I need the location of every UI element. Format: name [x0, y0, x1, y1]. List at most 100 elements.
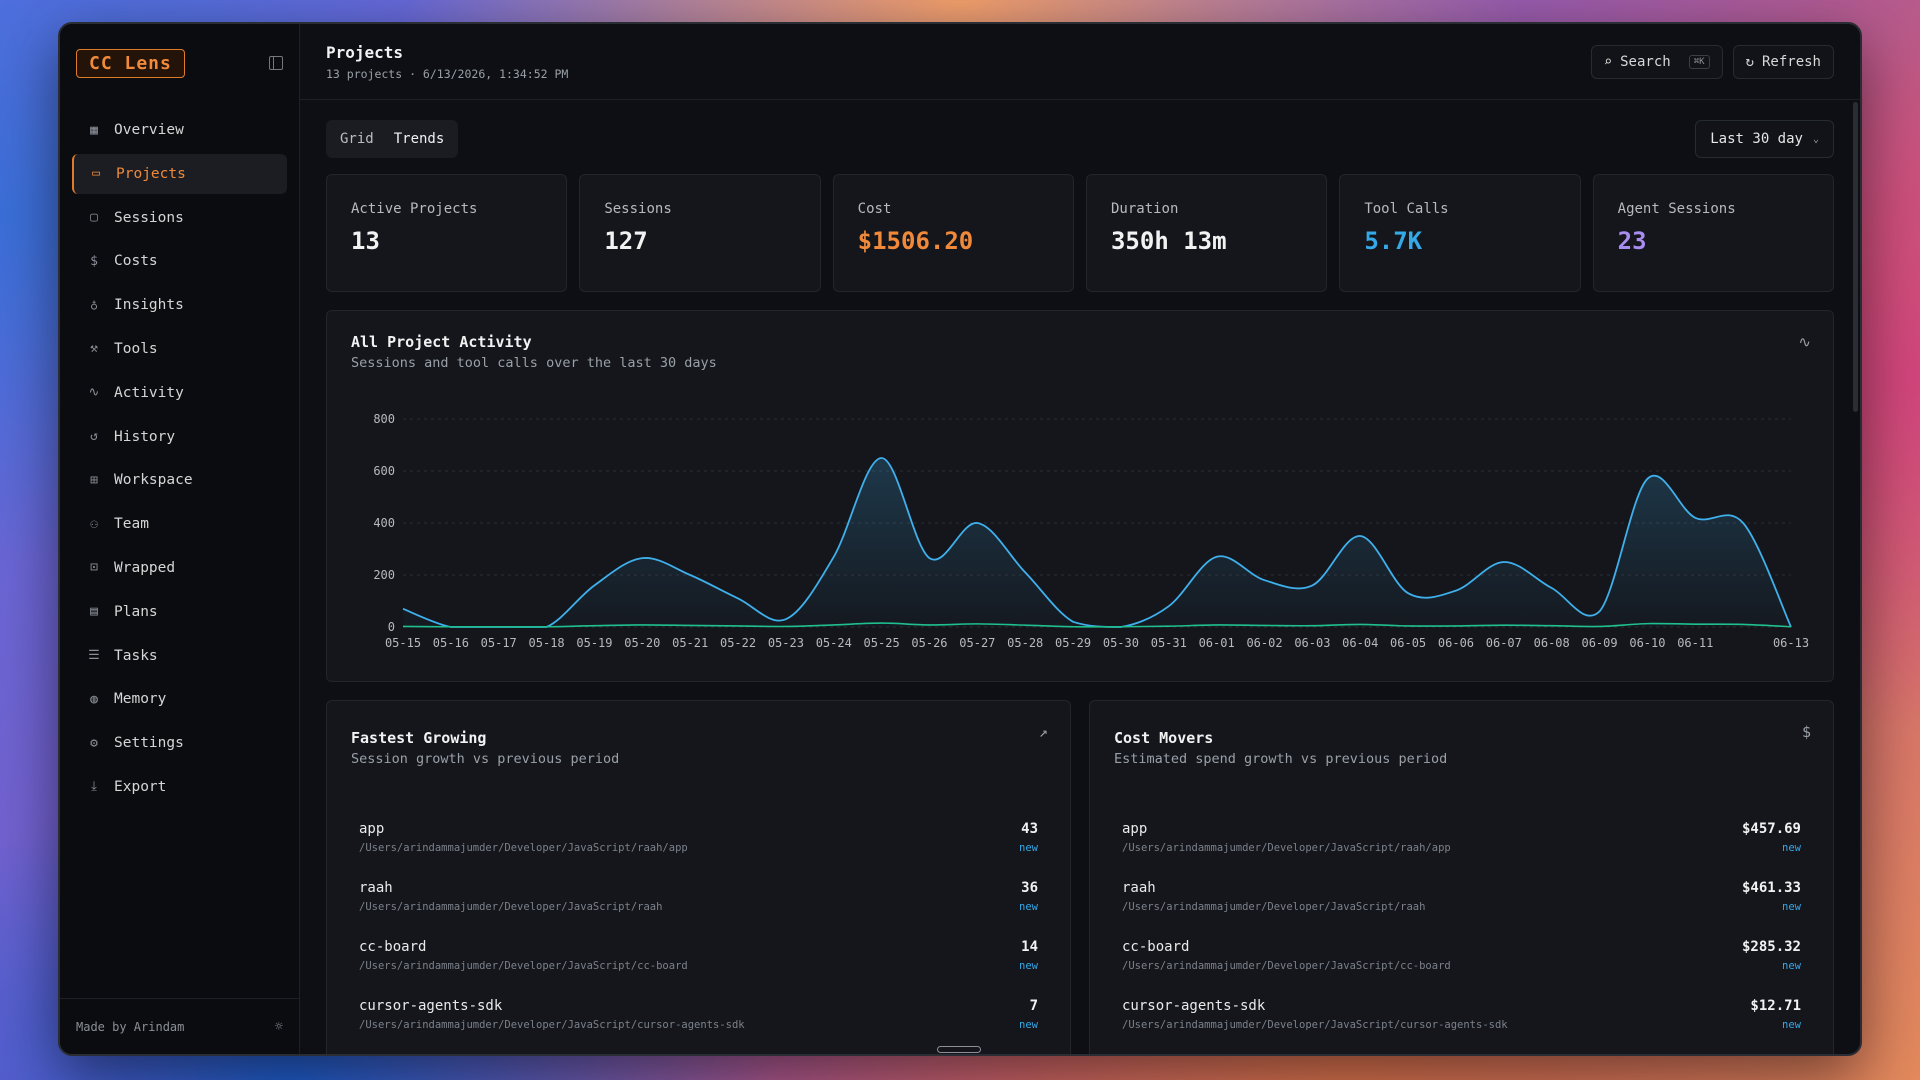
new-badge: new — [1782, 1019, 1801, 1031]
stat-card: Active Projects 13 — [326, 174, 568, 292]
x-tick-label: 06-10 — [1629, 636, 1665, 650]
content: Grid Trends Last 30 day ⌄ Active Project… — [300, 100, 1860, 1054]
sidebar-item-settings[interactable]: ⚙ Settings — [72, 723, 287, 763]
gift-icon: ⊡ — [90, 560, 98, 576]
app-logo[interactable]: CC Lens — [76, 48, 185, 78]
project-path: /Users/arindammajumder/Developer/JavaScr… — [359, 1019, 745, 1031]
wrench-icon: ⚒ — [90, 341, 98, 357]
tab-grid[interactable]: Grid — [340, 131, 374, 147]
activity-panel: All Project Activity Sessions and tool c… — [326, 310, 1834, 682]
range-select[interactable]: Last 30 day ⌄ — [1695, 120, 1834, 158]
sidebar-item-label: Sessions — [114, 209, 184, 226]
list-item[interactable]: raah/Users/arindammajumder/Developer/Jav… — [351, 880, 1046, 939]
x-tick-label: 05-29 — [1055, 636, 1091, 650]
stat-value: 13 — [351, 227, 380, 255]
project-name: cc-board — [1122, 939, 1190, 955]
search-button[interactable]: ⌕ Search ⌘K — [1590, 44, 1723, 79]
sidebar-item-projects[interactable]: ▭ Projects — [72, 153, 287, 194]
refresh-button[interactable]: ↻ Refresh — [1732, 44, 1834, 79]
sidebar-item-label: Activity — [114, 384, 184, 401]
sidebar-item-label: History — [114, 428, 176, 445]
chat-icon: ▢ — [90, 210, 98, 226]
list-item[interactable]: cursor-agents-sdk/Users/arindammajumder/… — [1114, 998, 1809, 1054]
x-tick-label: 05-26 — [911, 636, 947, 650]
project-name: raah — [1122, 880, 1156, 896]
stat-value: 5.7K — [1364, 227, 1423, 255]
x-tick-label: 05-31 — [1151, 636, 1187, 650]
x-tick-label: 06-05 — [1390, 636, 1426, 650]
x-tick-label: 05-19 — [576, 636, 612, 650]
sidebar-item-tools[interactable]: ⚒ Tools — [72, 329, 287, 369]
sidebar-item-costs[interactable]: $ Costs — [72, 241, 287, 281]
list-item[interactable]: app/Users/arindammajumder/Developer/Java… — [1114, 821, 1809, 880]
top-actions: ⌕ Search ⌘K ↻ Refresh — [1590, 44, 1834, 79]
sidebar-item-activity[interactable]: ∿ Activity — [72, 373, 287, 413]
movers-list: app/Users/arindammajumder/Developer/Java… — [1114, 821, 1809, 1054]
sidebar-item-team[interactable]: ⚇ Team — [72, 504, 287, 544]
list-item[interactable]: cc-board/Users/arindammajumder/Developer… — [351, 939, 1046, 998]
fastest-subtitle: Session growth vs previous period — [351, 751, 620, 767]
tab-trends[interactable]: Trends — [393, 131, 445, 147]
folder-icon: ▭ — [92, 166, 100, 182]
y-tick-label: 0 — [388, 620, 395, 634]
theme-toggle-icon[interactable]: ☼ — [274, 1018, 283, 1035]
project-name: raah — [359, 880, 393, 896]
file-icon: ▤ — [90, 604, 98, 620]
sidebar-item-wrapped[interactable]: ⊡ Wrapped — [72, 548, 287, 588]
chevron-down-icon: ⌄ — [1812, 133, 1819, 145]
stat-label: Tool Calls — [1364, 201, 1449, 217]
fastest-title: Fastest Growing — [351, 729, 487, 747]
stat-label: Cost — [857, 201, 892, 217]
workspace-icon: ⊞ — [90, 472, 98, 488]
sidebar-item-plans[interactable]: ▤ Plans — [72, 592, 287, 632]
x-tick-label: 05-20 — [624, 636, 660, 650]
bottom-panels: Fastest Growing Session growth vs previo… — [326, 700, 1834, 1054]
sidebar-item-overview[interactable]: ▦ Overview — [72, 110, 287, 150]
project-value: 14 — [1021, 939, 1038, 955]
search-icon: ⌕ — [1603, 53, 1613, 70]
activity-icon: ∿ — [88, 385, 100, 401]
range-value: Last 30 day — [1710, 131, 1803, 147]
x-tick-label: 06-09 — [1581, 636, 1617, 650]
x-tick-label: 06-07 — [1486, 636, 1522, 650]
project-name: app — [1122, 821, 1148, 837]
dollar-icon: $ — [1801, 723, 1811, 741]
sidebar-item-label: Insights — [114, 297, 184, 314]
x-tick-label: 05-17 — [481, 636, 517, 650]
x-tick-label: 05-27 — [959, 636, 995, 650]
list-item[interactable]: cursor-agents-sdk/Users/arindammajumder/… — [351, 998, 1046, 1054]
new-badge: new — [1782, 960, 1801, 972]
sidebar-item-workspace[interactable]: ⊞ Workspace — [72, 460, 287, 500]
sidebar-item-export[interactable]: ⤓ Export — [72, 767, 287, 807]
series-area — [403, 457, 1791, 627]
view-toggle: Grid Trends — [326, 120, 459, 158]
x-tick-label: 05-25 — [864, 636, 900, 650]
stat-label: Active Projects — [351, 201, 478, 217]
search-shortcut: ⌘K — [1688, 54, 1710, 69]
list-item[interactable]: cc-board/Users/arindammajumder/Developer… — [1114, 939, 1809, 998]
list-item[interactable]: app/Users/arindammajumder/Developer/Java… — [351, 821, 1046, 880]
new-badge: new — [1782, 842, 1801, 854]
brain-icon: ◍ — [90, 691, 98, 707]
project-name: cc-board — [359, 939, 427, 955]
list-item[interactable]: raah/Users/arindammajumder/Developer/Jav… — [1114, 880, 1809, 939]
activity-chart: 0 200 400 600 800 05-15 05-16 05-17 05-18 05-19 05… — [373, 412, 1809, 650]
sidebar-item-history[interactable]: ↺ History — [72, 417, 287, 457]
stat-value: 127 — [604, 227, 648, 255]
new-badge: new — [1019, 1019, 1038, 1031]
sidebar-item-sessions[interactable]: ▢ Sessions — [72, 198, 287, 238]
sidebar-item-insights[interactable]: ♁ Insights — [72, 285, 287, 325]
page-heading: Projects 13 projects · 6/13/2026, 1:34:5… — [326, 43, 568, 81]
refresh-label: Refresh — [1761, 53, 1821, 70]
project-value: $457.69 — [1741, 821, 1801, 837]
x-tick-label: 06-06 — [1438, 636, 1474, 650]
sidebar-collapse-icon[interactable] — [269, 56, 283, 70]
horizontal-scroll-thumb[interactable] — [937, 1046, 981, 1053]
main-scrollbar[interactable] — [1853, 102, 1858, 412]
sidebar-item-label: Memory — [114, 691, 167, 708]
new-badge: new — [1019, 960, 1038, 972]
sidebar-item-memory[interactable]: ◍ Memory — [72, 679, 287, 719]
project-value: $461.33 — [1741, 880, 1801, 896]
sidebar-item-tasks[interactable]: ☰ Tasks — [72, 636, 287, 676]
stat-card: Sessions 127 — [579, 174, 821, 292]
